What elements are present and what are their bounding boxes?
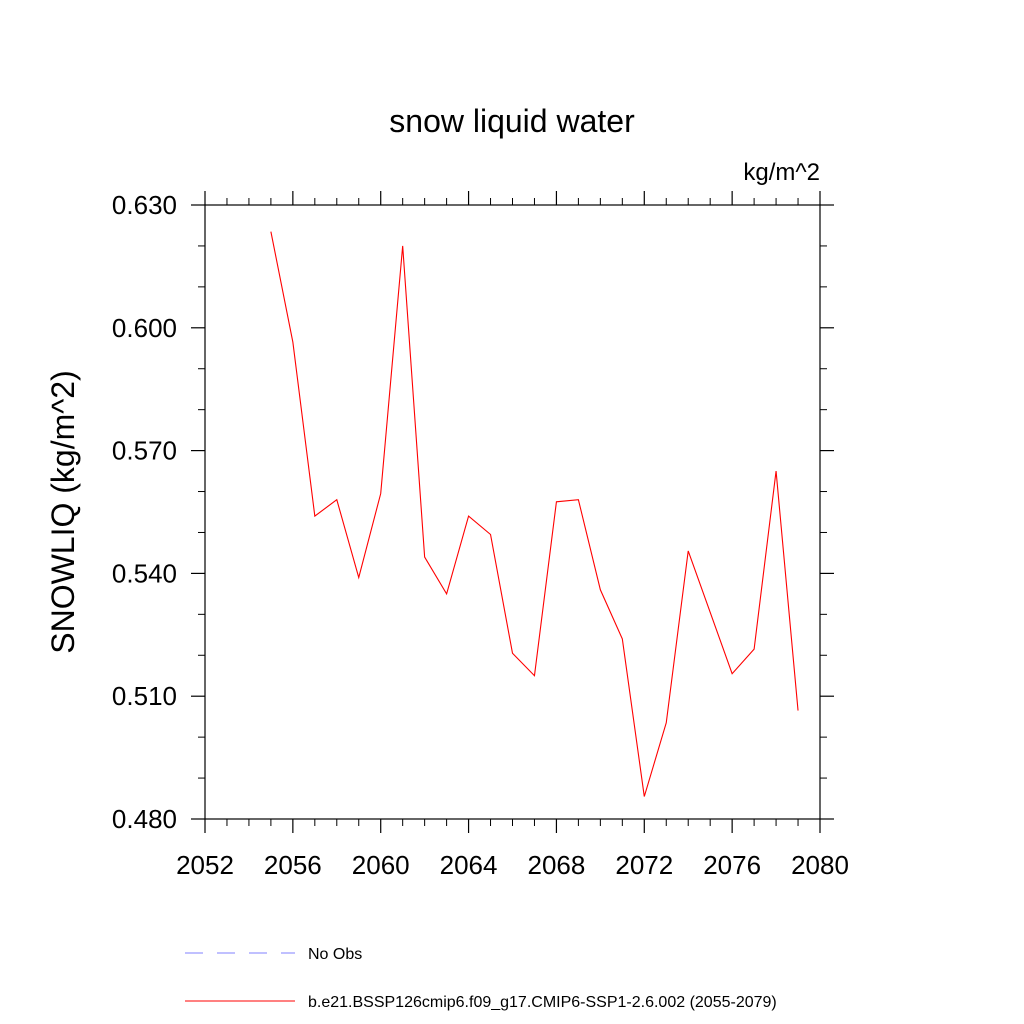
- x-tick-label: 2052: [176, 850, 234, 880]
- series-group: [270, 231, 799, 797]
- x-tick-label: 2068: [528, 850, 586, 880]
- chart-title: snow liquid water: [389, 103, 635, 139]
- legend-label-1: b.e21.BSSP126cmip6.f09_g17.CMIP6-SSP1-2.…: [308, 994, 777, 1011]
- y-tick-label: 0.600: [112, 313, 177, 343]
- x-tick-label: 2072: [615, 850, 673, 880]
- y-axis-label: SNOWLIQ (kg/m^2): [45, 370, 81, 653]
- y-tick-label: 0.540: [112, 558, 177, 588]
- x-tick-label: 2056: [264, 850, 322, 880]
- y-tick-label: 0.570: [112, 436, 177, 466]
- units-label: kg/m^2: [743, 159, 820, 186]
- x-tick-label: 2076: [703, 850, 761, 880]
- legend: No Obs b.e21.BSSP126cmip6.f09_g17.CMIP6-S…: [185, 946, 777, 1011]
- y-tick-label: 0.510: [112, 681, 177, 711]
- y-tick-label: 0.480: [112, 804, 177, 834]
- x-tick-label: 2080: [791, 850, 849, 880]
- plot-frame: [204, 204, 821, 820]
- tick-labels: 2052 2056 2060 2064 2068 2072 2076 2080 0.480 0.5…: [112, 190, 849, 880]
- y-tick-label: 0.630: [112, 190, 177, 220]
- x-tick-label: 2060: [352, 850, 410, 880]
- legend-label-0: No Obs: [308, 946, 362, 963]
- x-tick-label: 2064: [440, 850, 498, 880]
- series-line: [270, 231, 799, 797]
- axis-ticks: [191, 191, 834, 833]
